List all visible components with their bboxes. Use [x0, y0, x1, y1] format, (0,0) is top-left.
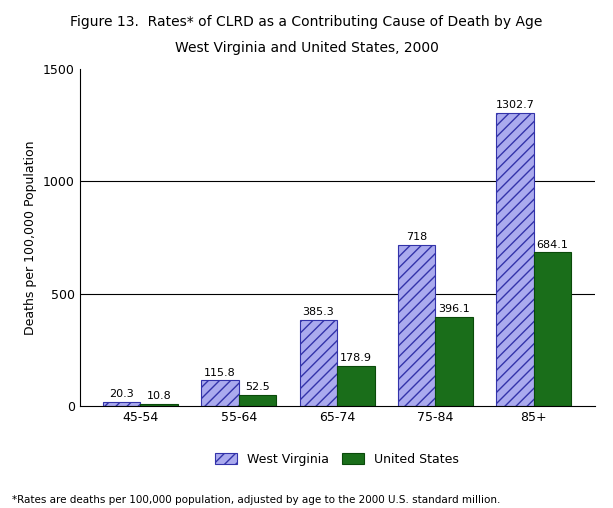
Bar [497, 113, 534, 406]
Text: West Virginia and United States, 2000: West Virginia and United States, 2000 [175, 41, 438, 55]
Bar [337, 366, 375, 406]
Y-axis label: Deaths per 100,000 Population: Deaths per 100,000 Population [25, 140, 37, 335]
Bar [534, 252, 571, 406]
Text: 10.8: 10.8 [147, 391, 172, 401]
Text: 178.9: 178.9 [340, 354, 372, 363]
Bar [398, 245, 435, 406]
Text: 718: 718 [406, 232, 427, 242]
Bar [140, 404, 178, 406]
Bar [435, 317, 473, 406]
Text: 684.1: 684.1 [536, 240, 568, 249]
Text: *Rates are deaths per 100,000 population, adjusted by age to the 2000 U.S. stand: *Rates are deaths per 100,000 population… [12, 495, 501, 505]
Text: 20.3: 20.3 [109, 389, 134, 399]
Text: Figure 13.  Rates* of CLRD as a Contributing Cause of Death by Age: Figure 13. Rates* of CLRD as a Contribut… [70, 15, 543, 29]
Text: 396.1: 396.1 [438, 304, 470, 314]
Bar [239, 395, 276, 406]
Text: 1302.7: 1302.7 [496, 100, 535, 110]
Bar [300, 320, 337, 406]
Text: 52.5: 52.5 [245, 382, 270, 392]
Text: 385.3: 385.3 [303, 307, 334, 317]
Legend: West Virginia, United States: West Virginia, United States [208, 447, 466, 472]
Bar [103, 402, 140, 406]
Text: 115.8: 115.8 [204, 368, 236, 377]
Bar [202, 380, 239, 406]
